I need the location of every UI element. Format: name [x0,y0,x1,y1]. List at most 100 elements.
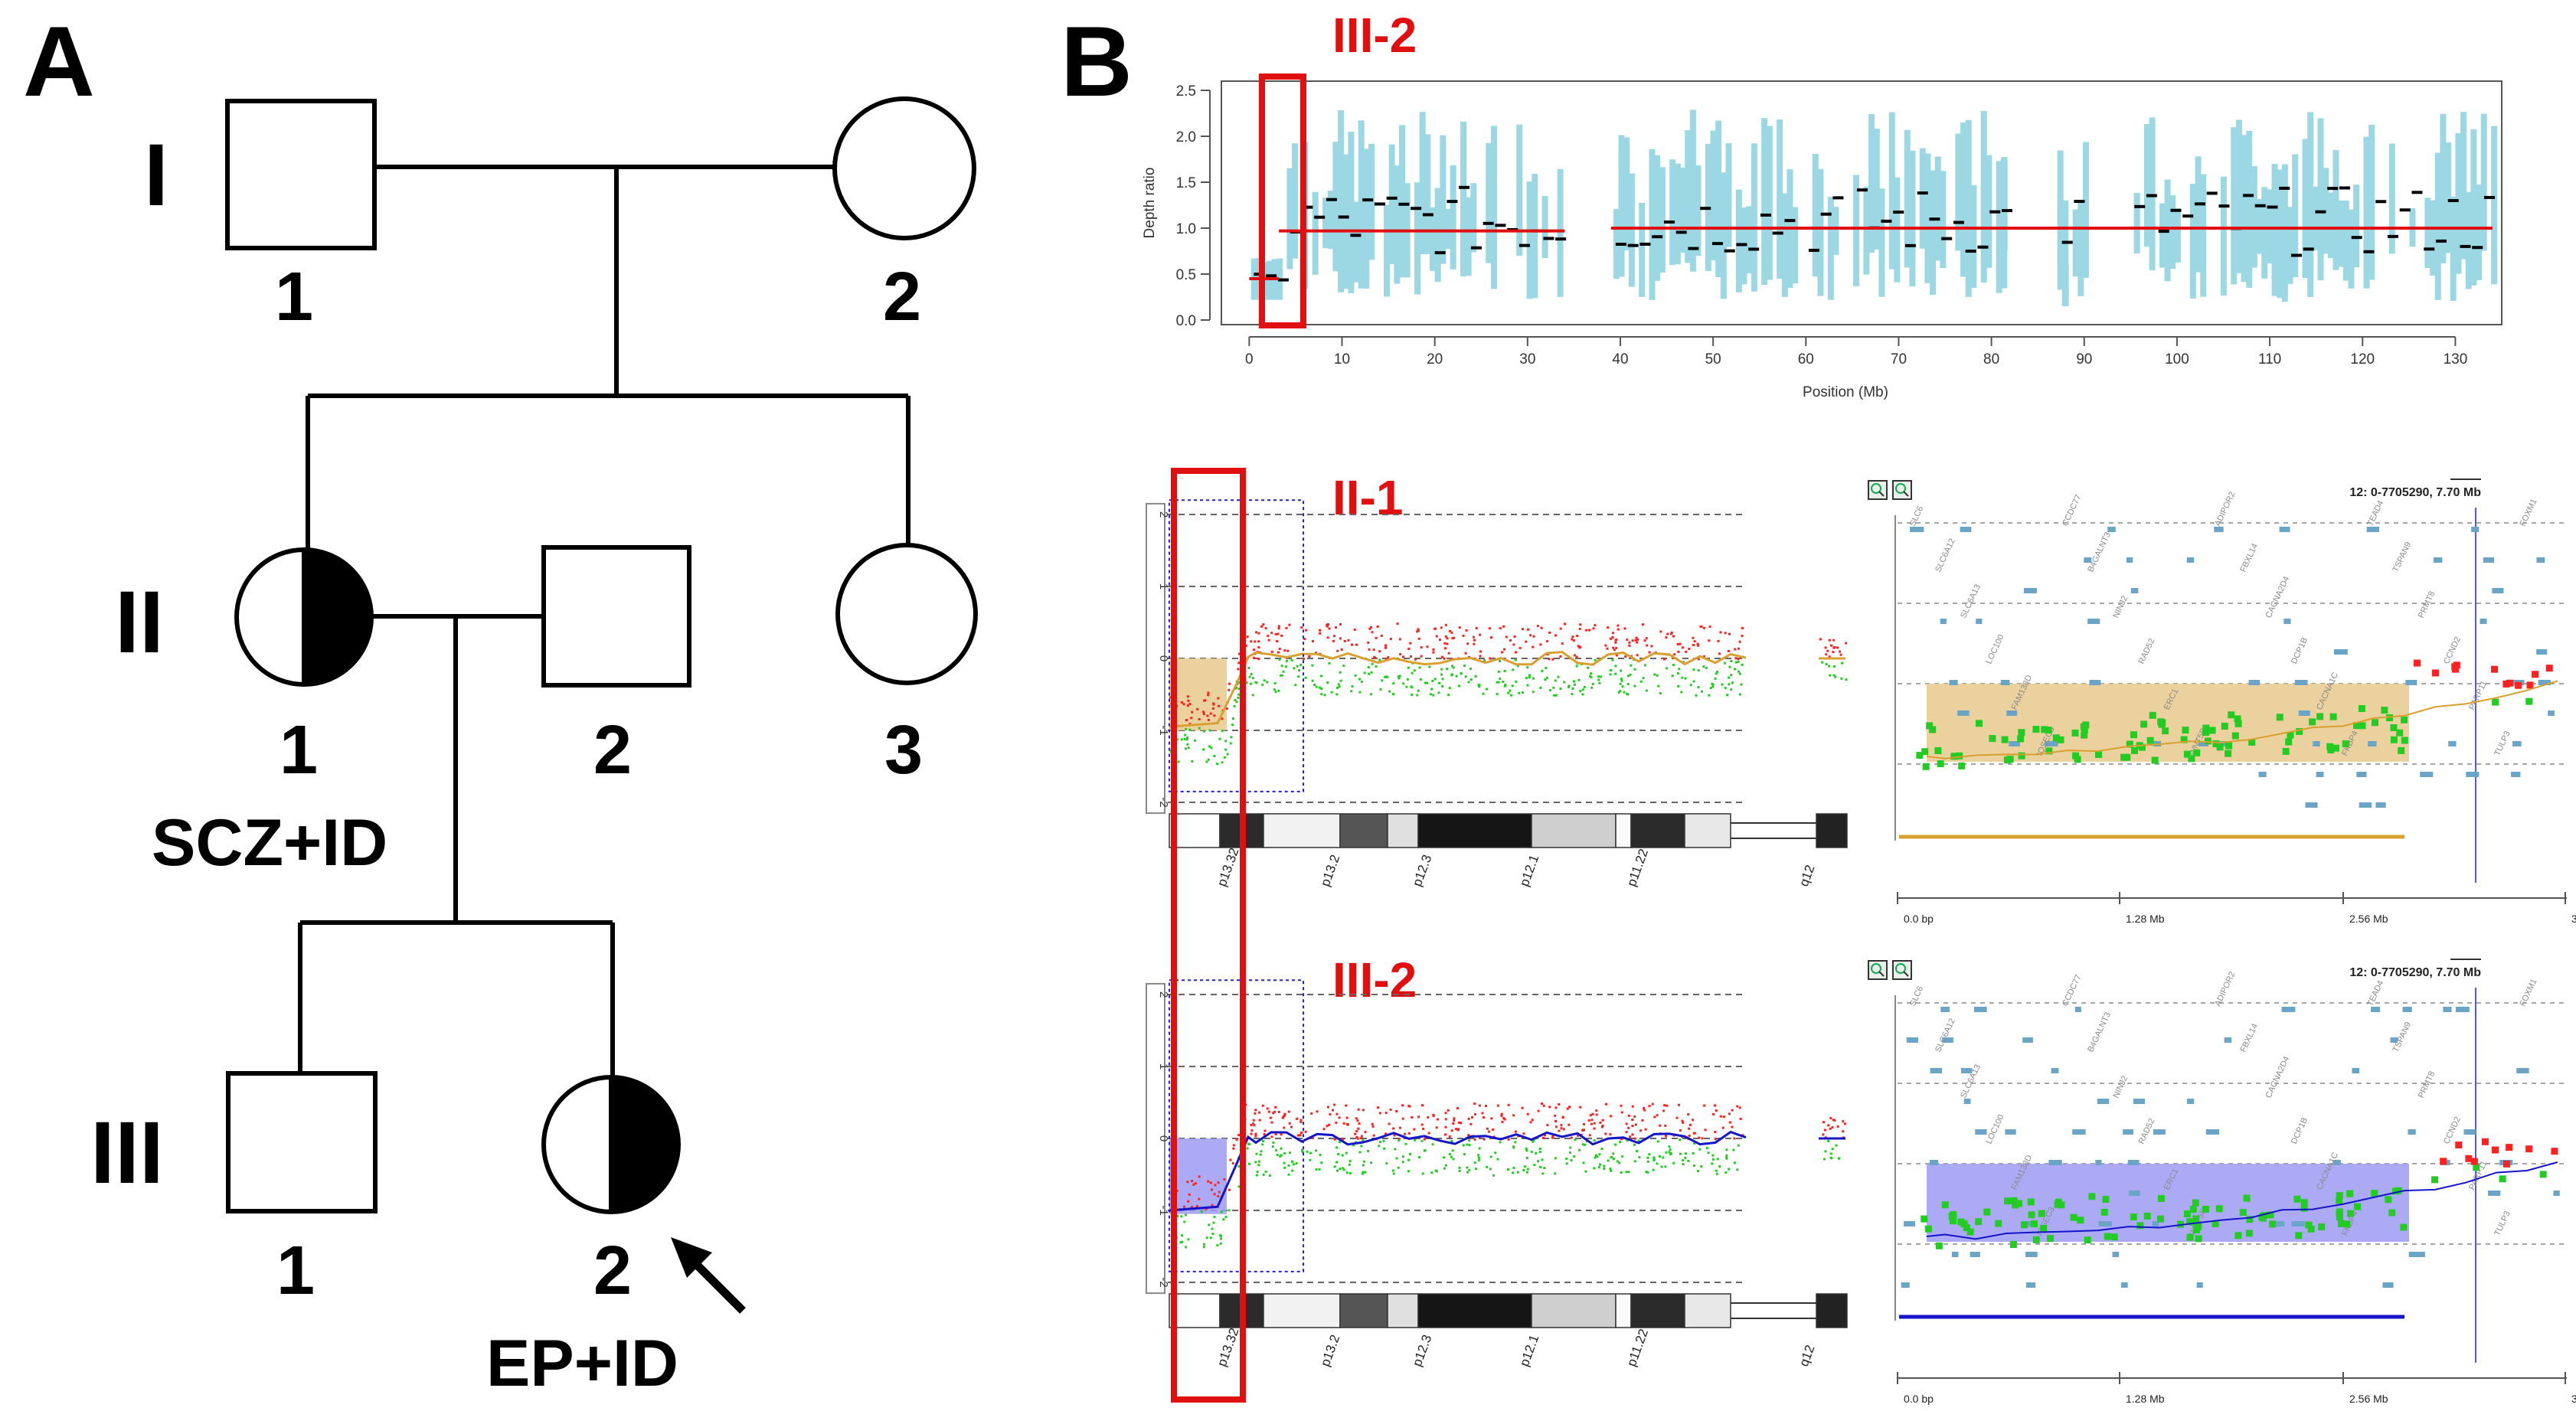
chrom-data-point [1351,684,1354,688]
chrom-data-point [1451,637,1454,640]
chrom-data-point [1478,1104,1481,1107]
chrom-data-point [1633,1115,1636,1118]
chrom-data-point [1220,1210,1223,1213]
gene-block [1906,1037,1919,1043]
chrom-data-point [1503,684,1506,688]
gene-block [2368,741,2377,746]
chrom-data-point [1326,1125,1329,1128]
chrom-data-point [1378,1112,1381,1115]
chrom-data-point [1543,1134,1546,1137]
chrom-data-point [1361,1172,1364,1175]
gene-block [2196,1282,2203,1288]
chrom-data-point [1212,702,1215,705]
chrom-data-point [1469,1122,1473,1125]
depth-median-mark [1772,231,1783,235]
chrom-data-point [1512,668,1515,671]
zoom-data-point [2192,1226,2200,1234]
chrom-data-point [1407,666,1410,669]
zoom-data-point [1963,1224,1970,1232]
chrom-data-point [1618,1161,1621,1164]
zoom-data-point [2186,1233,2194,1241]
chrom-data-point [1185,727,1188,730]
chrom-data-point [1496,693,1499,696]
chrom-data-point [1468,1139,1471,1142]
chrom-data-point [1250,1129,1254,1132]
depth-bar [1878,188,1885,297]
chrom-data-point [1257,640,1260,643]
ideogram-band-label: p12.3 [1410,1333,1434,1368]
depth-bar [2072,209,2079,276]
chrom-data-point [1453,1117,1456,1120]
chrom-data-point [1832,639,1836,642]
chrom-data-point [1629,1135,1632,1138]
chrom-data-point [1298,669,1301,672]
zoom-data-point [2506,679,2514,687]
chrom-data-point [1320,693,1323,696]
chrom-data-point [1245,681,1248,684]
chrom-data-point [1561,642,1564,645]
pedigree-i1-male [225,99,377,250]
chrom-data-point [1353,628,1356,631]
chrom-data-point [1279,1155,1282,1158]
chrom-data-point [1645,1171,1648,1174]
depth-bars [1250,109,2498,306]
gene-block [2300,680,2308,685]
depth-median-mark [1736,243,1747,247]
chrom-data-point [1560,1127,1563,1130]
chrom-data-point [1452,1158,1455,1161]
chrom-data-point [1267,1110,1270,1113]
chrom-data-point [1570,1136,1573,1139]
chrom-data-point [1728,1121,1731,1124]
zoom-data-point [2234,715,2241,723]
chrom-data-point [1725,1148,1728,1151]
chrom-data-point [1636,641,1639,644]
depth-median-mark [1518,243,1530,247]
chrom-data-point [1209,712,1212,715]
chrom-data-point [1263,679,1266,682]
chrom-data-point [1840,661,1843,665]
zoom-data-point [2515,681,2522,689]
chrom-data-point [1410,685,1413,688]
chrom-data-point [1213,1216,1216,1219]
chrom-data-point [1373,655,1376,658]
chrom-data-point [1832,646,1836,649]
chrom-data-point [1730,688,1733,691]
zoom-data-point [2082,721,2090,729]
chrom-data-point [1612,646,1615,649]
chrom-data-point [1358,678,1361,681]
chrom-data-point [1275,1148,1278,1151]
depth-median-mark [1881,219,1892,223]
chrom-data-point [1264,627,1267,630]
chrom-data-point [1574,1138,1577,1142]
chrom-data-point [1258,1119,1261,1122]
chrom-data-point [1824,646,1827,649]
chrom-data-point [1488,627,1491,630]
chrom-data-point [1211,1204,1214,1207]
chrom-data-point [1656,1140,1659,1143]
chrom-data-point [1283,1166,1286,1169]
gen-label-i: I [144,126,168,224]
chrom-data-point [1646,644,1649,647]
chrom-data-point [1831,1148,1834,1151]
chrom-data-point [1725,1156,1728,1159]
zoom-x-tick-label: 3.85 Mb [2571,1393,2576,1405]
chrom-data-point [1548,631,1551,634]
chrom-data-point [1571,692,1574,695]
chrom-data-point [1358,1122,1361,1125]
depth-bar [1685,130,1692,263]
chrom-data-point [1722,1115,1725,1119]
chrom-data-point [1648,1153,1651,1156]
chrom-data-point [1738,1106,1741,1109]
chrom-data-point [1198,718,1201,721]
chrom-data-point [1526,684,1529,687]
chrom-data-point [1499,678,1502,681]
chrom-data-point [1473,1113,1476,1116]
depth-median-mark [2339,186,2350,190]
gene-block [2130,588,2139,593]
pedigree-iii1-number: 1 [276,1233,315,1309]
chrom-data-point [1447,1109,1450,1112]
depth-bar [2455,132,2462,274]
chrom-data-point [1342,664,1345,667]
chrom-data-point [1207,1180,1210,1183]
